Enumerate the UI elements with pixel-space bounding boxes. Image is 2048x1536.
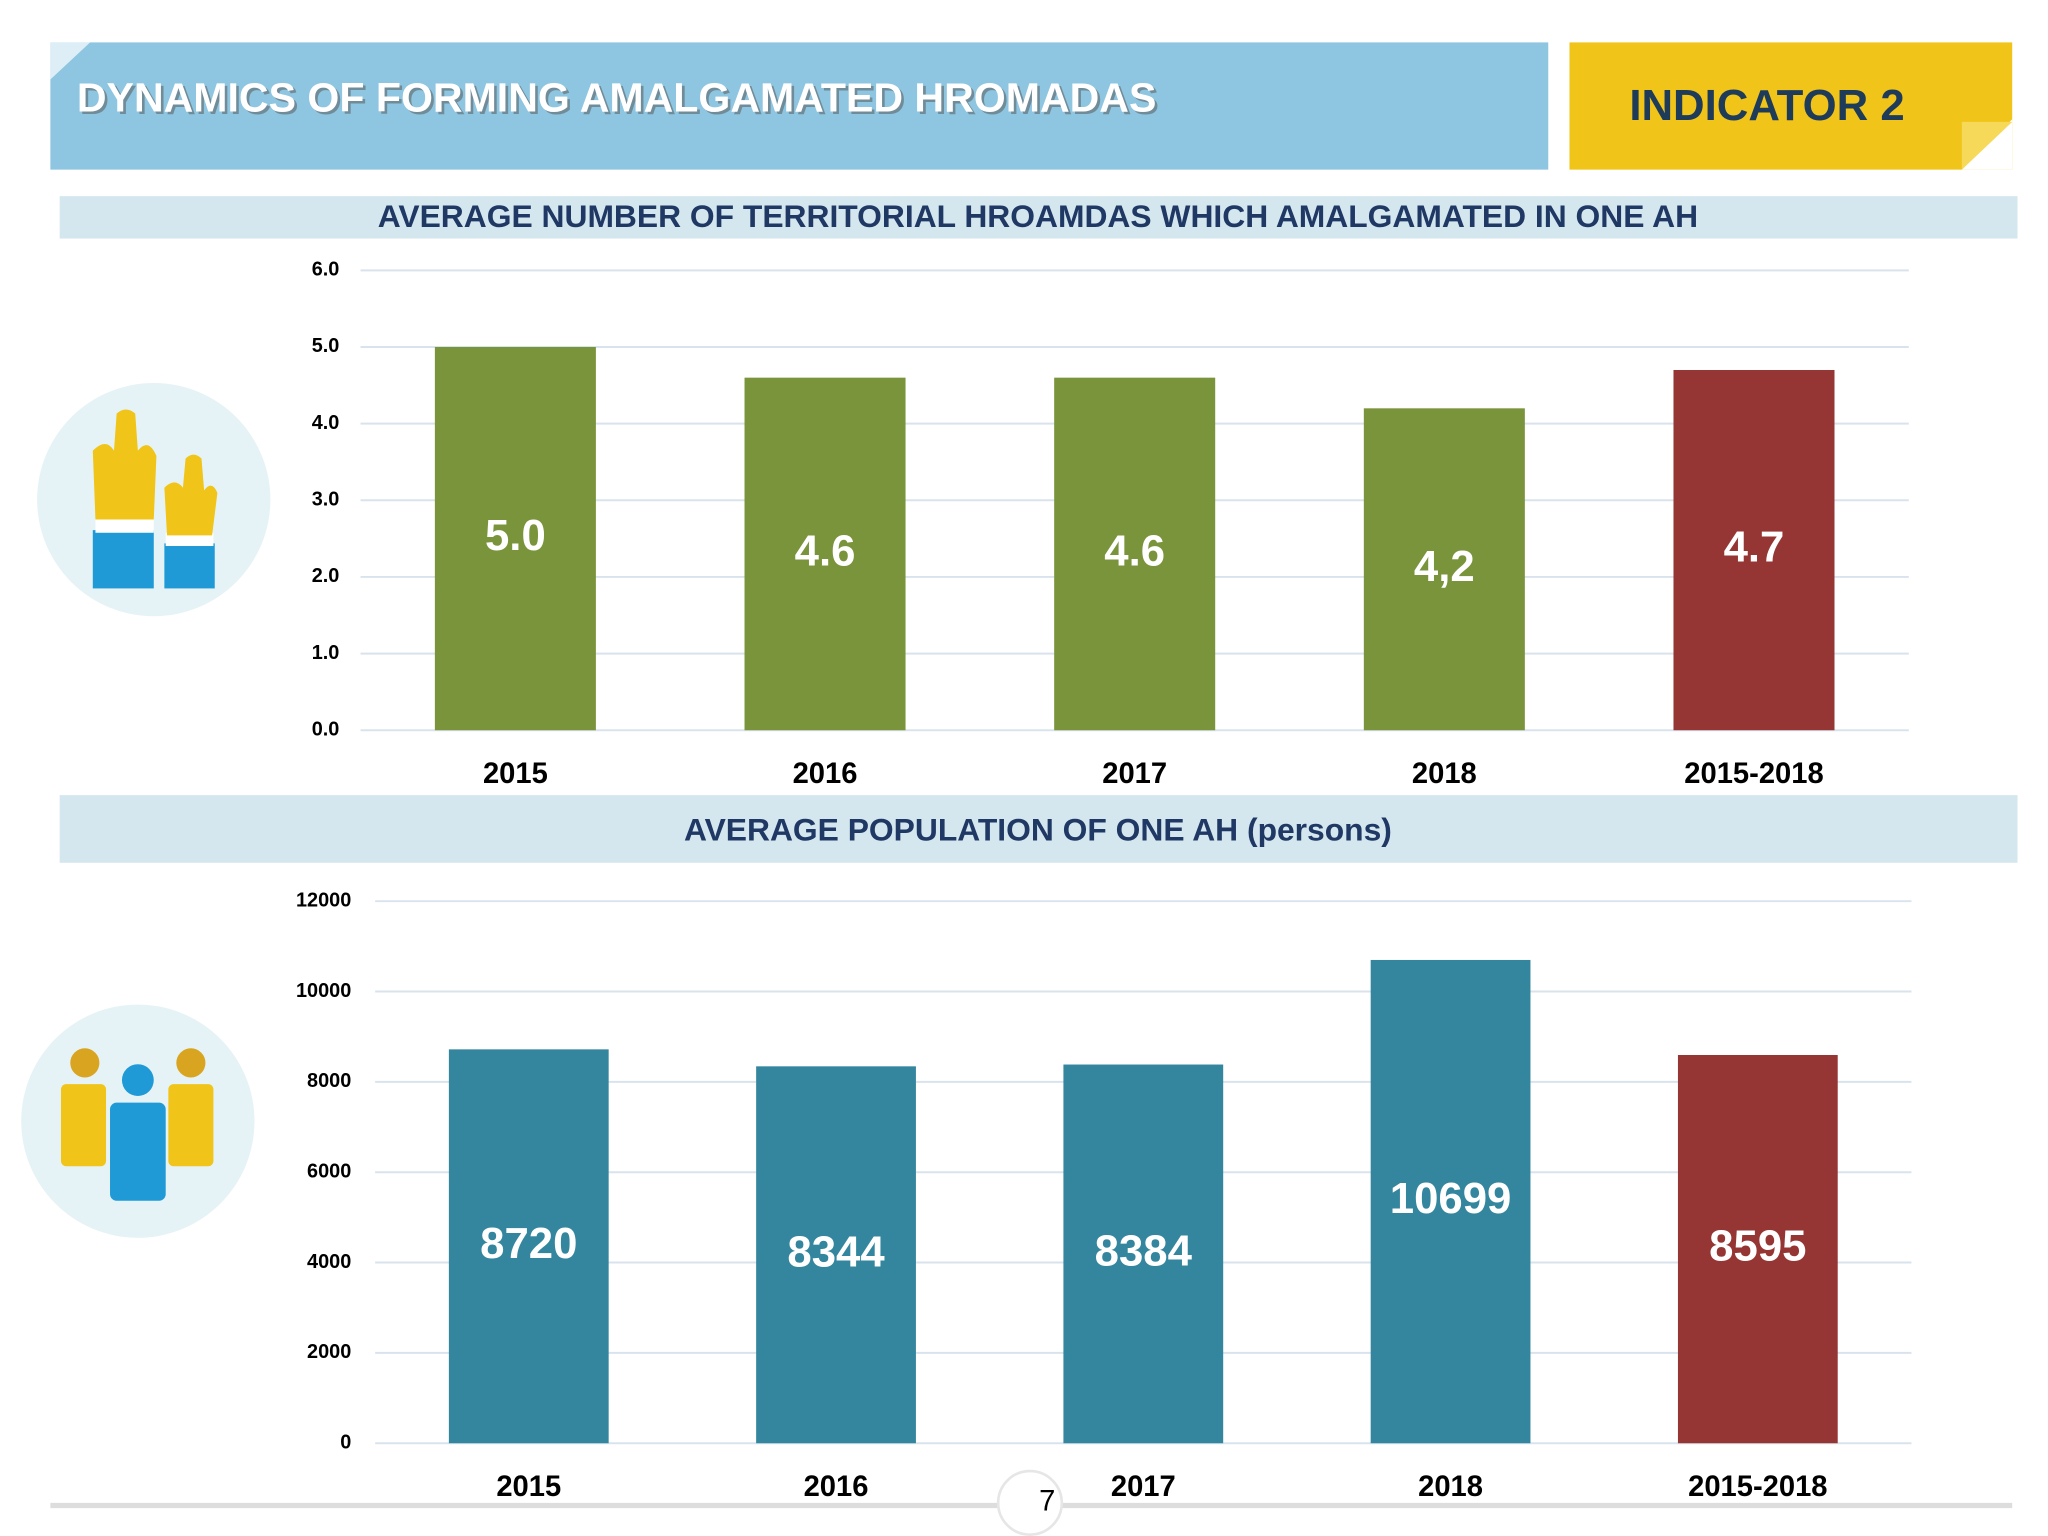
value-label: 8384 xyxy=(1095,1226,1193,1275)
x-tick-label: 2015 xyxy=(483,758,548,790)
y-tick-label: 0 xyxy=(340,1431,351,1453)
bar xyxy=(1054,377,1216,731)
value-label: 10699 xyxy=(1390,1174,1512,1223)
value-label: 4,2 xyxy=(1414,542,1475,591)
bar xyxy=(434,347,596,731)
y-tick-label: 1.0 xyxy=(312,642,340,664)
y-tick-label: 12000 xyxy=(296,889,351,911)
slide-title: DYNAMICS OF FORMING AMALGAMATED HROMADAS xyxy=(77,75,1156,121)
indicator-label: INDICATOR 2 xyxy=(1629,81,1904,130)
y-tick-label: 3.0 xyxy=(312,489,340,511)
x-tick-label: 2017 xyxy=(1102,758,1167,790)
y-tick-label: 4.0 xyxy=(312,412,340,434)
people-icon xyxy=(21,1004,255,1238)
x-tick-label: 2016 xyxy=(804,1471,869,1503)
value-label: 4.6 xyxy=(795,526,856,575)
bar xyxy=(448,1049,609,1444)
subtitle-bar xyxy=(59,196,2018,239)
y-tick-label: 10000 xyxy=(296,980,351,1002)
indicator-box xyxy=(1569,42,2013,170)
value-label: 8720 xyxy=(480,1219,577,1268)
y-tick-label: 5.0 xyxy=(312,335,340,357)
bar xyxy=(1063,1064,1224,1444)
hands-icon xyxy=(37,383,271,617)
x-tick-label: 2015-2018 xyxy=(1684,758,1823,790)
bar xyxy=(756,1066,916,1444)
value-label: 4.7 xyxy=(1724,523,1785,572)
page-number: 7 xyxy=(1039,1486,1055,1518)
y-tick-label: 0.0 xyxy=(312,718,340,740)
value-label: 8595 xyxy=(1709,1222,1806,1271)
x-tick-label: 2018 xyxy=(1412,758,1477,790)
bar xyxy=(1363,408,1525,731)
bar xyxy=(1370,959,1531,1444)
y-tick-label: 2.0 xyxy=(312,565,340,587)
x-tick-label: 2015 xyxy=(496,1471,561,1503)
title-banner xyxy=(50,42,1549,170)
bar xyxy=(744,377,906,731)
x-tick-label: 2018 xyxy=(1418,1471,1483,1503)
x-tick-label: 2015-2018 xyxy=(1688,1471,1827,1503)
title-shadow: DYNAMICS OF FORMING AMALGAMATED HROMADAS xyxy=(80,77,1159,123)
value-label: 8344 xyxy=(787,1227,885,1276)
value-label: 4.6 xyxy=(1104,526,1165,575)
chart-title: AVERAGE NUMBER OF TERRITORIAL HROAMDAS W… xyxy=(378,198,1698,234)
x-tick-label: 2016 xyxy=(793,758,858,790)
page-badge xyxy=(996,1469,1064,1536)
chart-title: AVERAGE POPULATION OF ONE AH (persons) xyxy=(684,812,1392,848)
bar xyxy=(1677,1054,1838,1444)
y-tick-label: 6.0 xyxy=(312,259,340,281)
y-tick-label: 4000 xyxy=(307,1251,351,1273)
y-tick-label: 8000 xyxy=(307,1070,351,1092)
bar xyxy=(1673,369,1835,731)
y-tick-label: 6000 xyxy=(307,1160,351,1182)
subtitle-bar xyxy=(59,795,2018,863)
x-tick-label: 2017 xyxy=(1111,1471,1176,1503)
value-label: 5.0 xyxy=(485,511,546,560)
y-tick-label: 2000 xyxy=(307,1341,351,1363)
